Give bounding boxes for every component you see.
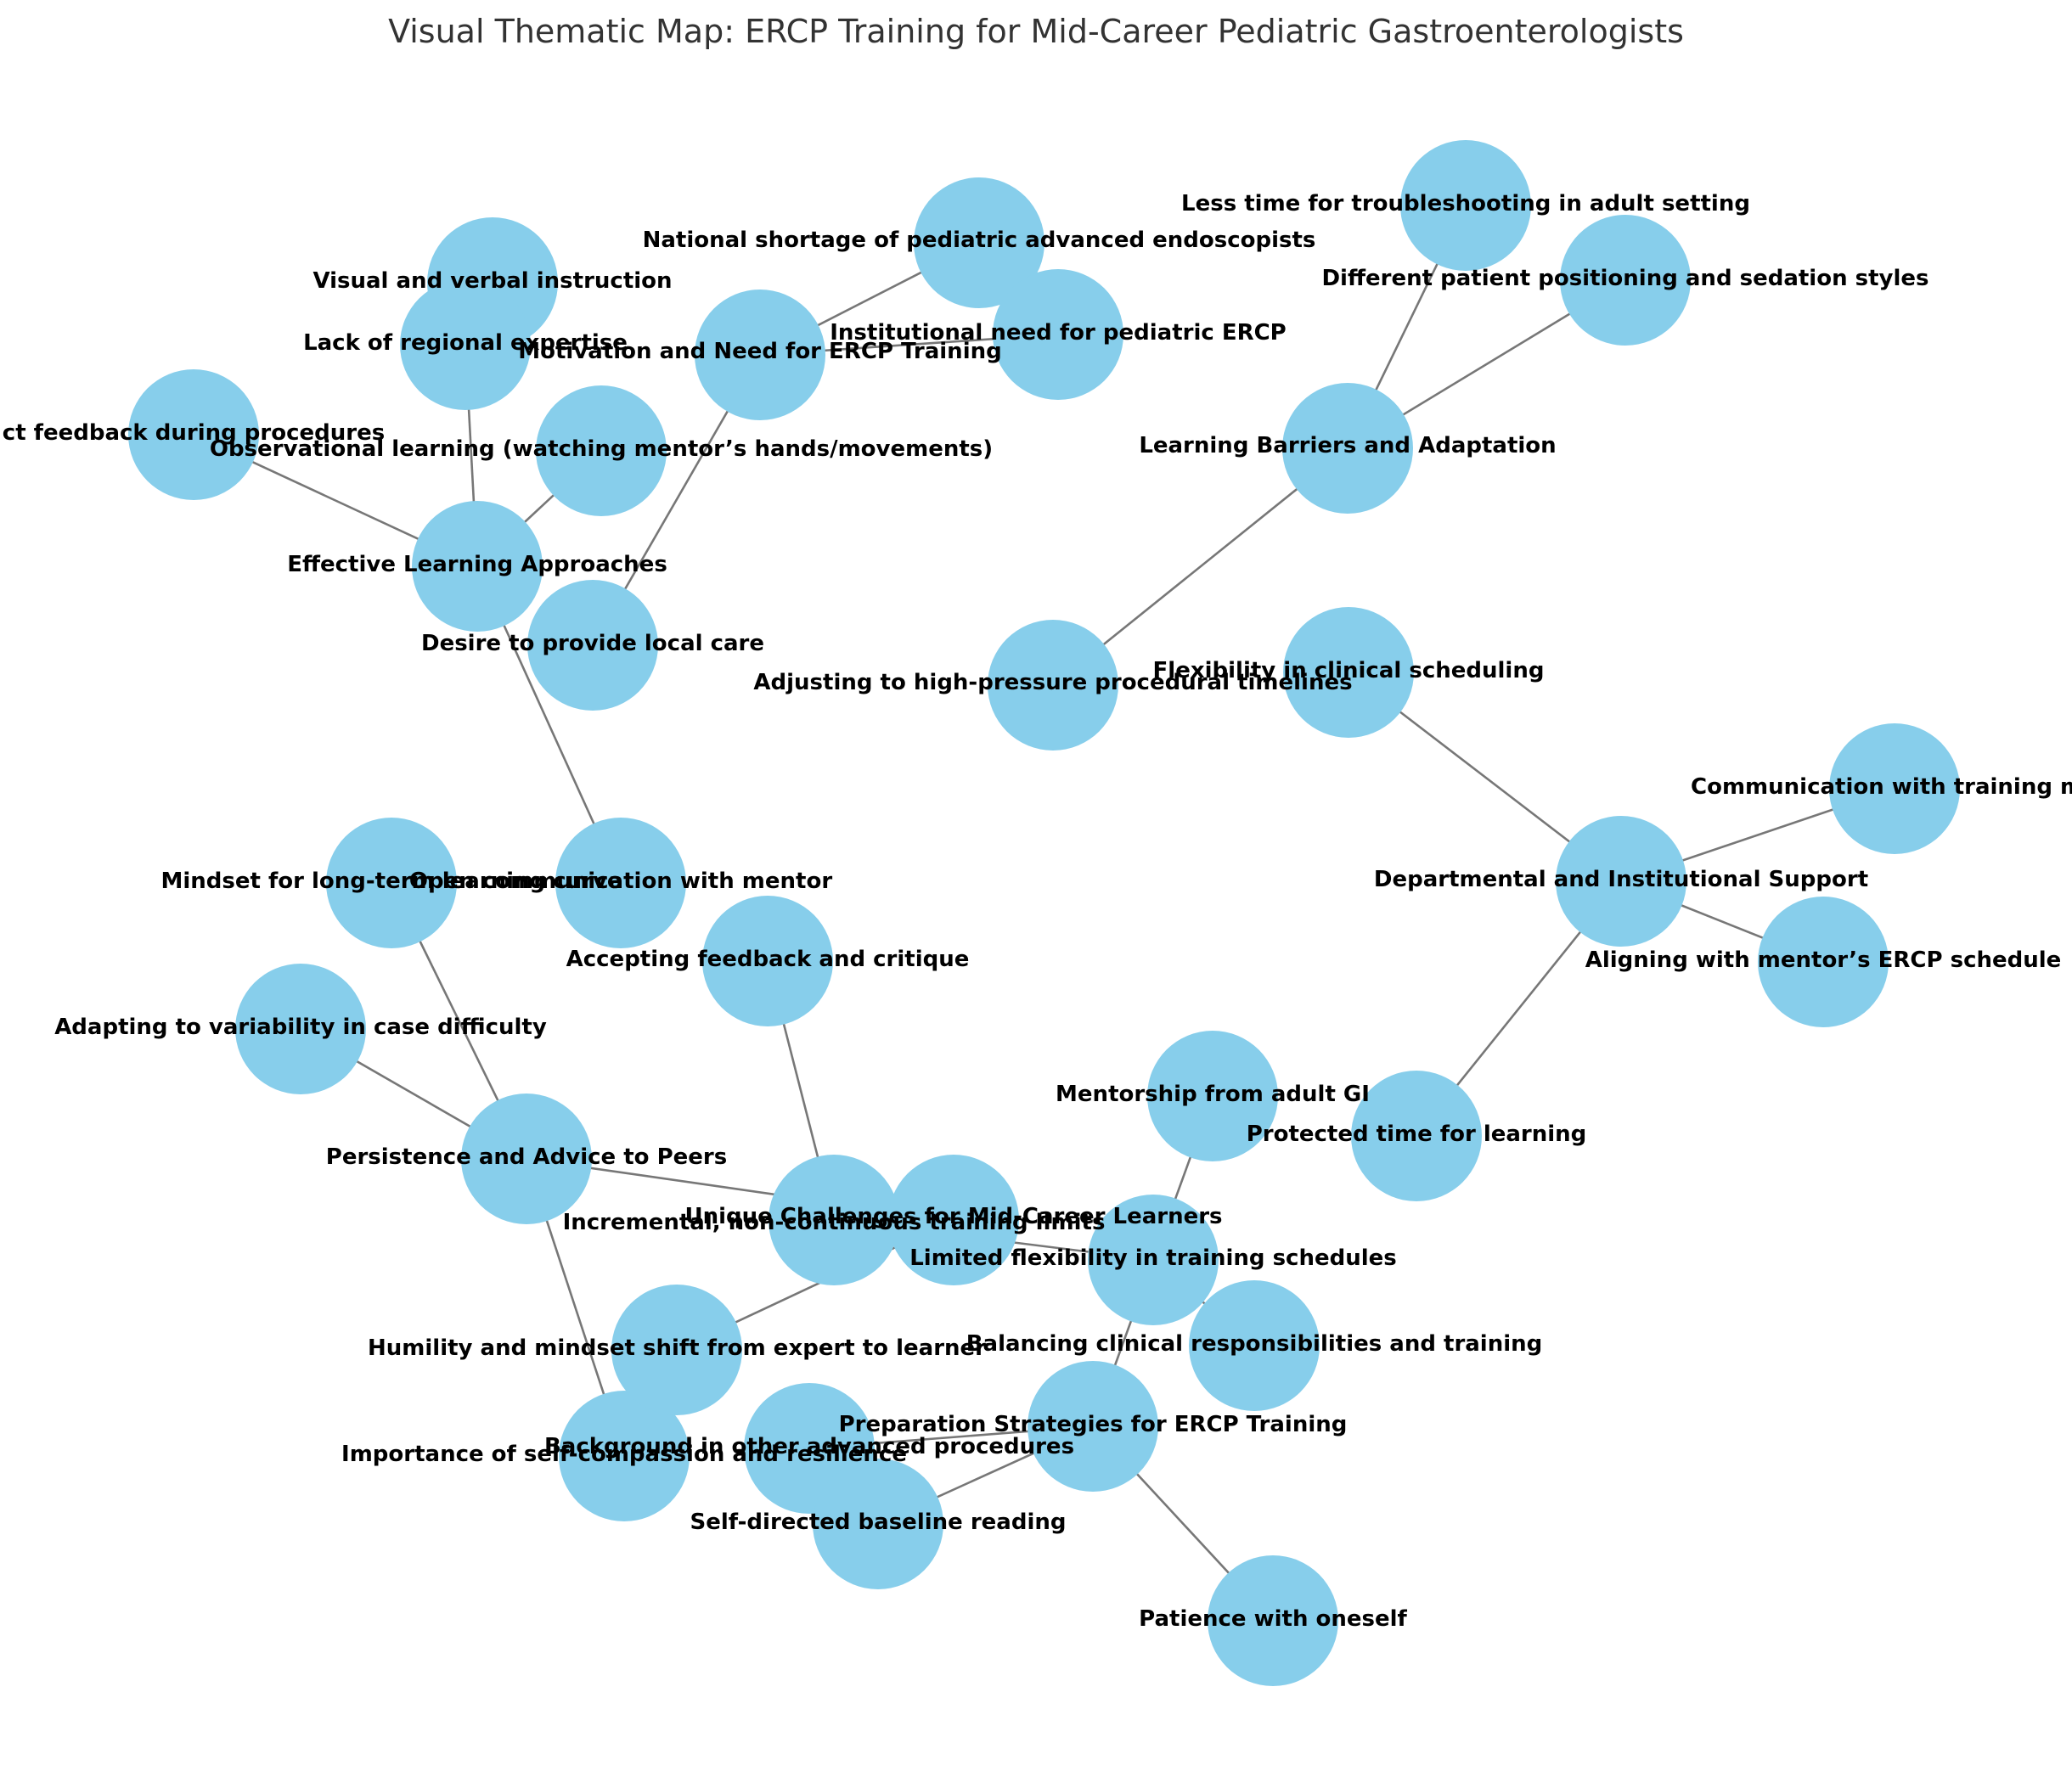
node-support (1556, 816, 1686, 947)
node-label-incremental: Incremental, non-continuous training lim… (563, 1210, 1106, 1235)
node-observational (536, 385, 667, 516)
node-label-preparation: Preparation Strategies for ERCP Training (839, 1412, 1348, 1437)
node-self-directed (813, 1459, 943, 1589)
node-accepting (702, 896, 833, 1026)
node-label-direct-feedback: ct feedback during procedures (3, 420, 385, 446)
node-regional (400, 279, 531, 410)
node-troubleshooting (1400, 140, 1531, 271)
node-limited-flex (1088, 1195, 1219, 1325)
node-label-balancing: Balancing clinical responsibilities and … (966, 1331, 1543, 1357)
node-label-observational: Observational learning (watching mentor’… (210, 436, 993, 462)
node-flexibility-sched (1283, 607, 1414, 738)
node-approaches (412, 501, 543, 632)
node-preparation (1028, 1361, 1158, 1492)
node-self-compassion (559, 1391, 690, 1521)
node-label-positioning: Different patient positioning and sedati… (1321, 266, 1928, 291)
node-label-limited-flex: Limited flexibility in training schedule… (909, 1245, 1397, 1271)
node-protected (1351, 1071, 1482, 1201)
node-high-pressure (988, 620, 1118, 751)
node-label-support: Departmental and Institutional Support (1374, 867, 1868, 892)
node-label-patience: Patience with oneself (1139, 1606, 1407, 1632)
node-label-mentorship: Mentorship from adult GI (1056, 1082, 1370, 1107)
node-label-self-compassion: Importance of self-compassion and resili… (341, 1442, 907, 1467)
node-direct-feedback (128, 369, 259, 500)
node-unique (769, 1155, 899, 1285)
diagram-title: Visual Thematic Map: ERCP Training for M… (388, 13, 1684, 50)
node-label-local-care: Desire to provide local care (421, 631, 764, 656)
node-humility (611, 1285, 742, 1415)
node-label-accepting: Accepting feedback and critique (566, 947, 970, 972)
node-label-variability: Adapting to variability in case difficul… (54, 1015, 547, 1040)
node-persistence (461, 1094, 592, 1224)
node-barriers (1282, 383, 1413, 514)
node-label-comm-training: Communication with training mo (1691, 774, 2072, 800)
node-variability (235, 964, 366, 1094)
node-label-motivation: Motivation and Need for ERCP Training (518, 339, 1001, 364)
node-aligning (1758, 897, 1889, 1027)
node-mindset (326, 818, 457, 948)
node-label-troubleshooting: Less time for troubleshooting in adult s… (1181, 191, 1750, 216)
node-label-institutional: Institutional need for pediatric ERCP (830, 320, 1287, 346)
node-label-unique: Unique Challenges for Mid-Career Learner… (684, 1204, 1222, 1229)
node-label-high-pressure: Adjusting to high-pressure procedural ti… (753, 670, 1352, 695)
node-label-visual-verbal: Visual and verbal instruction (312, 268, 672, 294)
node-open-comm (555, 818, 686, 948)
node-institutional (993, 269, 1123, 400)
node-motivation (695, 290, 825, 420)
node-mentorship (1147, 1031, 1278, 1161)
node-label-approaches: Effective Learning Approaches (287, 552, 667, 577)
node-incremental (888, 1155, 1019, 1285)
nodes-layer (128, 140, 1960, 1686)
node-label-regional: Lack of regional expertise (303, 330, 628, 356)
labels-layer: Motivation and Need for ERCP Training Nat… (3, 191, 2072, 1632)
node-label-protected: Protected time for learning (1247, 1122, 1587, 1147)
node-label-shortage: National shortage of pediatric advanced … (643, 228, 1316, 253)
node-shortage (914, 177, 1044, 308)
node-label-background: Background in other advanced procedures (544, 1434, 1074, 1459)
node-positioning (1560, 215, 1691, 346)
node-label-open-comm: Open communication with mentor (409, 869, 832, 894)
node-label-flexibility-sched: Flexibility in clinical scheduling (1153, 658, 1545, 683)
node-label-mindset: Mindset for long-term learning curve (160, 869, 622, 894)
node-label-humility: Humility and mindset shift from expert t… (368, 1335, 986, 1361)
node-local-care (527, 580, 658, 711)
node-patience (1208, 1555, 1338, 1686)
node-label-barriers: Learning Barriers and Adaptation (1139, 433, 1556, 458)
node-label-aligning: Aligning with mentor’s ERCP schedule (1585, 947, 2062, 973)
node-label-persistence: Persistence and Advice to Peers (326, 1144, 727, 1170)
node-comm-training (1829, 723, 1960, 854)
node-balancing (1189, 1280, 1320, 1411)
node-label-self-directed: Self-directed baseline reading (690, 1510, 1067, 1535)
